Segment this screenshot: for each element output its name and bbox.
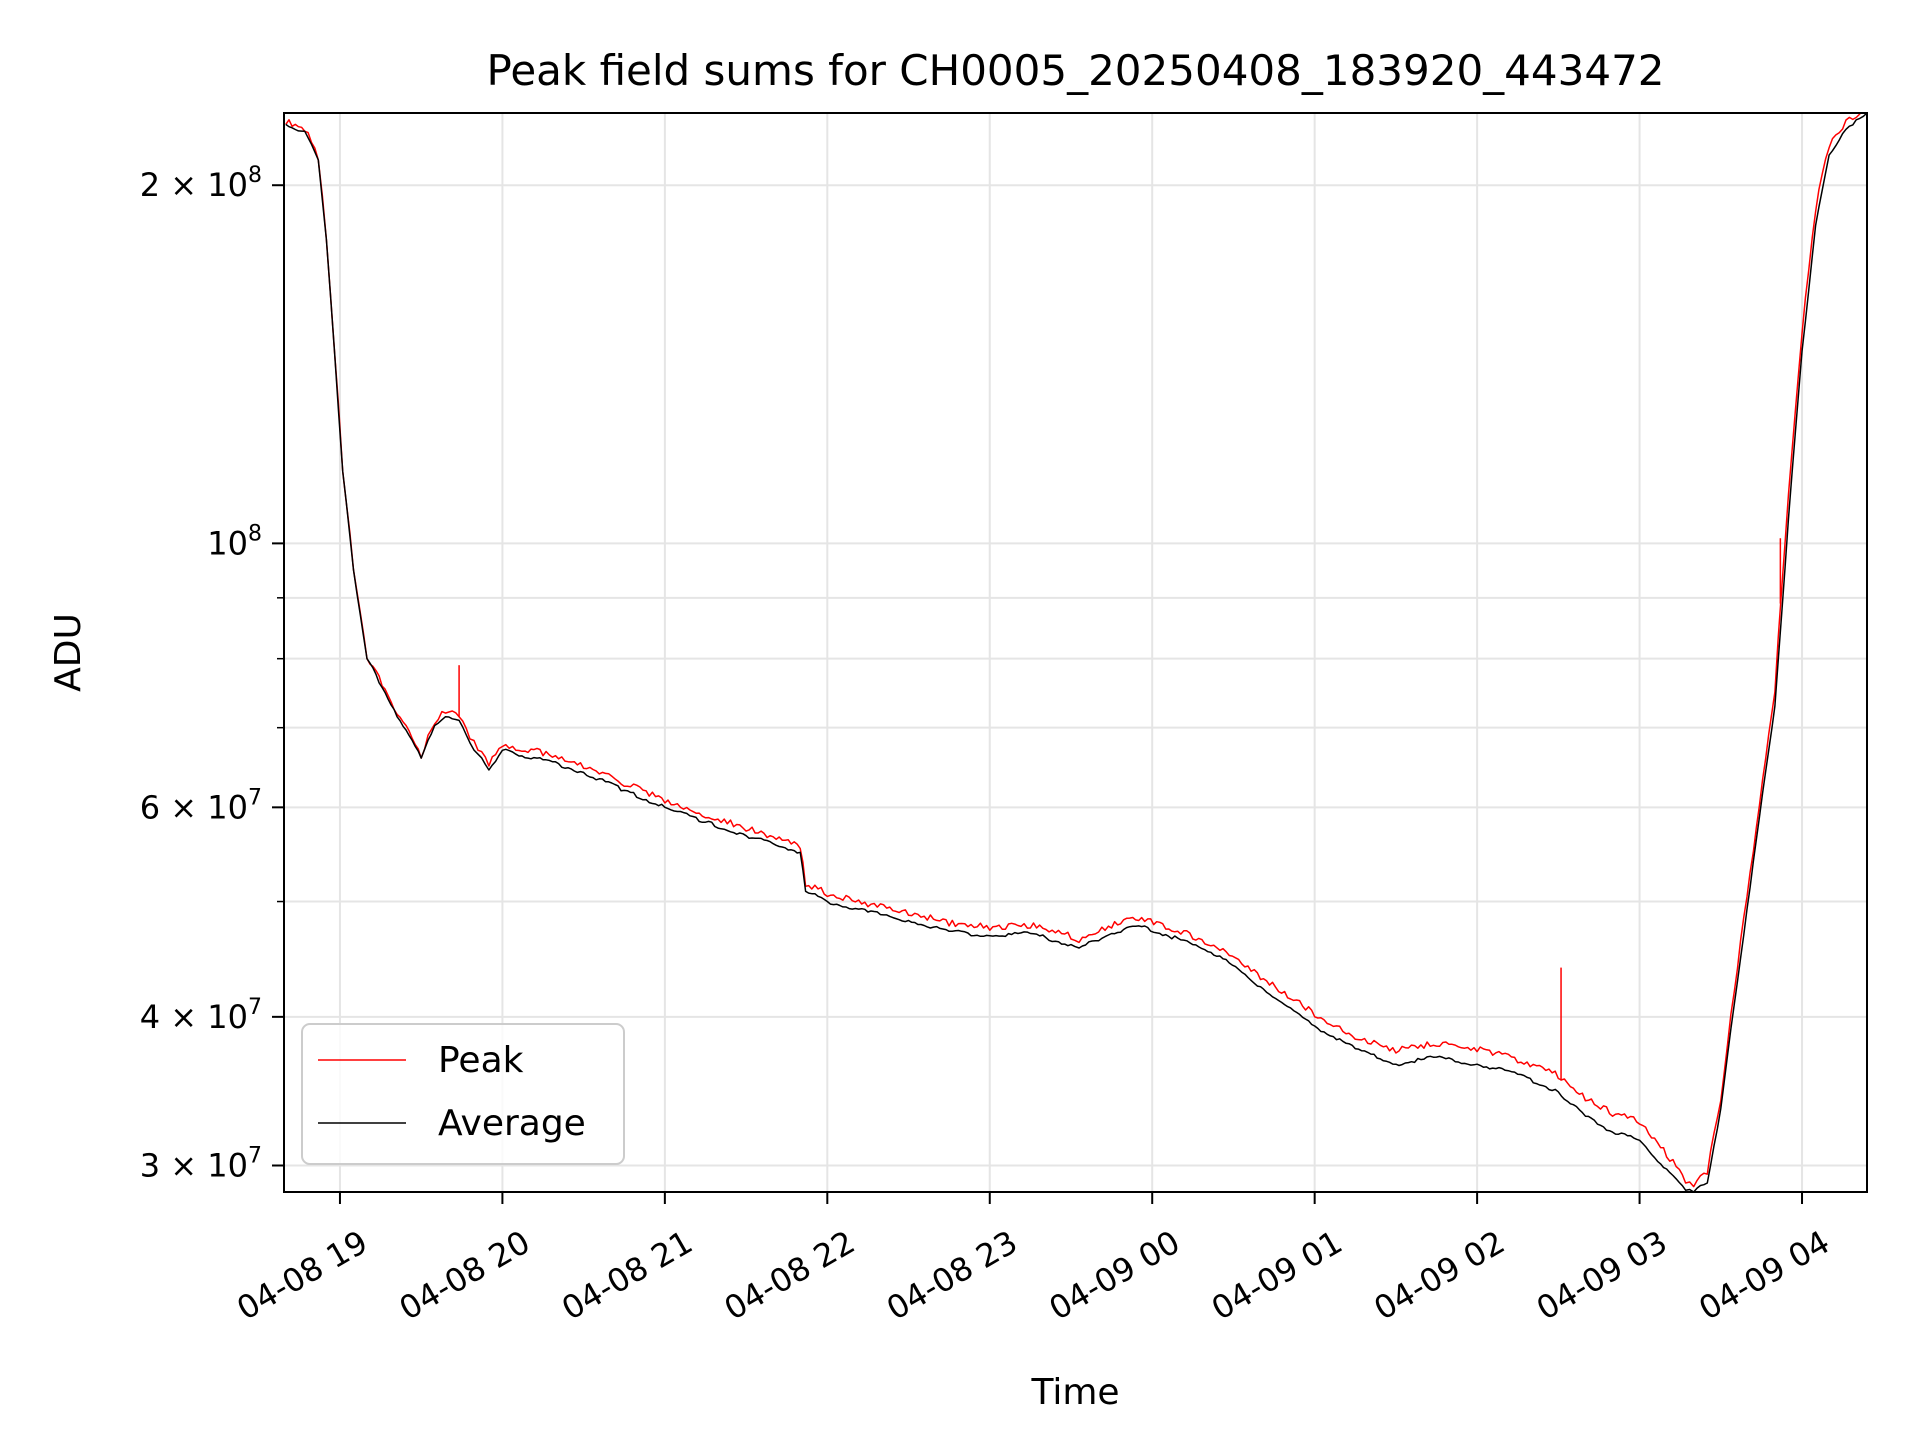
y-tick-mantissa: 2 × 10 — [140, 166, 248, 204]
y-tick-mantissa: 3 × 10 — [140, 1146, 248, 1184]
plot-frame — [283, 112, 1868, 1193]
y-tick-mantissa: 6 × 10 — [140, 788, 248, 826]
y-tick-label: 4 × 107 — [140, 995, 262, 1036]
y-axis-label: ADU — [48, 613, 89, 692]
y-tick-exponent: 8 — [248, 521, 262, 546]
y-tick-exponent: 8 — [248, 163, 262, 188]
series-line-average — [285, 113, 1867, 1192]
y-tick-mantissa: 10 — [207, 524, 248, 562]
y-tick-label: 6 × 107 — [140, 785, 262, 826]
plot-lines — [285, 113, 1867, 1192]
y-tick-exponent: 7 — [248, 1143, 262, 1168]
series-line-peak — [285, 113, 1867, 1188]
y-tick-label: 2 × 108 — [140, 163, 262, 204]
legend-label-average: Average — [438, 1103, 586, 1144]
y-tick-mantissa: 4 × 10 — [140, 998, 248, 1036]
legend-box — [301, 1023, 625, 1165]
x-axis-label: Time — [1030, 1372, 1119, 1413]
y-tick-label: 108 — [207, 521, 262, 562]
y-tick-label: 3 × 107 — [140, 1143, 262, 1184]
legend-label-peak: Peak — [438, 1040, 524, 1081]
plot-area — [284, 113, 1867, 1192]
grid — [284, 113, 1867, 1192]
y-tick-exponent: 7 — [248, 785, 262, 810]
legend: Peak Average — [301, 1023, 625, 1165]
y-tick-exponent: 7 — [248, 995, 262, 1020]
chart-title: Peak field sums for CH0005_20250408_1839… — [486, 46, 1664, 95]
